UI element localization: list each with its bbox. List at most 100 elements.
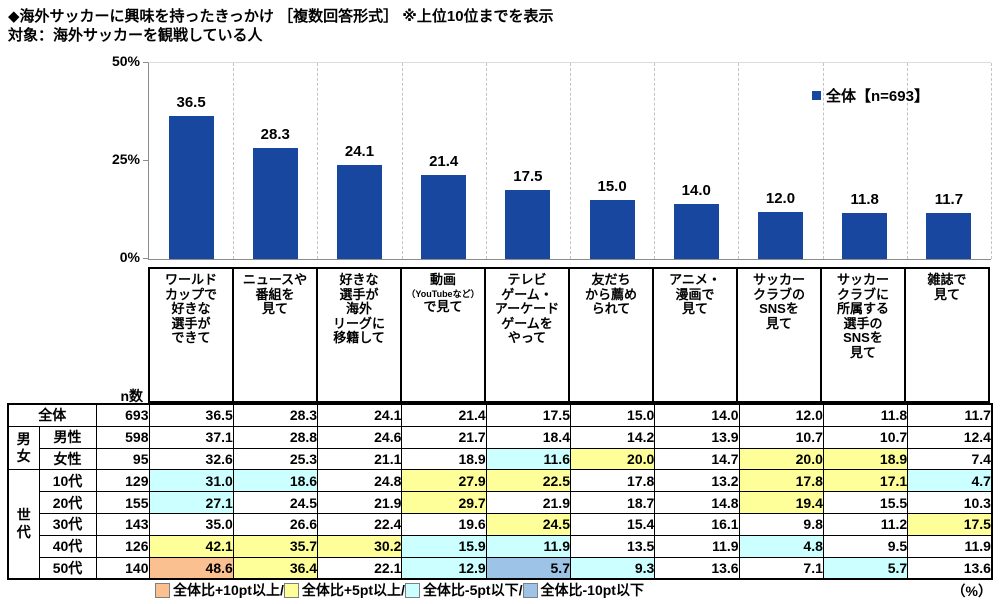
category-label-line: 見て [849, 344, 876, 360]
bar [168, 115, 214, 259]
row-label: 男性 [38, 425, 97, 449]
table-cell: 15.4 [569, 512, 656, 536]
table-cell: 13.6 [907, 556, 993, 580]
table-cell: 22.4 [317, 512, 403, 536]
table-cell: 20.0 [738, 447, 824, 471]
category-label-line: 雑誌で [927, 272, 967, 287]
table-cell: 4.7 [907, 469, 993, 493]
table-cell: 18.7 [569, 491, 656, 514]
table-cell: 7.4 [907, 447, 993, 471]
category-label: サッカー クラブに 所属する 選手の SNSを 見て [820, 267, 906, 403]
percent-unit-label: （%） [951, 583, 992, 599]
highlight-swatch-icon [155, 582, 170, 598]
table-cell: 18.6 [232, 469, 319, 493]
table-cell: 18.4 [485, 425, 571, 449]
category-label-line: カップで [164, 286, 217, 302]
row-label: 10代 [38, 469, 97, 493]
breakdown-table: 全体 693 36.5 28.3 24.1 21.4 17.5 15.0 14.0 12.0 11.… [7, 403, 993, 581]
category-label-line: クラブの [752, 286, 805, 302]
category-label-line: 漫画で [675, 286, 715, 302]
table-cell: 11.9 [654, 534, 740, 558]
row-n-count: 129 [95, 469, 150, 493]
bar [926, 213, 972, 259]
table-cell: 19.6 [401, 512, 487, 536]
table-cell: 35.7 [232, 534, 319, 558]
table-cell: 14.0 [654, 403, 740, 427]
row-group-label: 世代 [7, 469, 40, 580]
category-label-line: SNSを [759, 301, 799, 317]
table-cell: 24.1 [317, 403, 403, 427]
table-cell: 22.1 [317, 556, 403, 580]
highlight-legend: 全体比+10pt以上/全体比+5pt以上/全体比-5pt以下/全体比-10pt以… [155, 580, 644, 600]
table-cell: 21.4 [401, 403, 487, 427]
table-cell: 12.4 [907, 425, 993, 449]
table-cell: 21.1 [317, 447, 403, 471]
category-label-line: から薦め [584, 286, 637, 302]
gridline [317, 63, 319, 259]
highlight-swatch-icon [283, 582, 299, 598]
category-label: ニュースや 番組を 見て [232, 267, 318, 403]
category-label-line: テレビ [507, 272, 547, 287]
category-label-line: ワールド [164, 272, 217, 287]
bar [252, 148, 298, 259]
table-cell: 13.5 [569, 534, 656, 558]
category-label-line: 見て [681, 301, 708, 317]
table-cell: 9.8 [738, 512, 824, 536]
table-cell: 21.9 [317, 491, 403, 514]
gridline [233, 63, 235, 259]
y-axis-tick-label: 25% [111, 151, 140, 167]
table-cell: 24.5 [232, 491, 319, 514]
y-axis-tick-label: 0% [119, 249, 140, 265]
category-label-line: ニュースや [242, 272, 308, 287]
table-cell: 9.5 [822, 534, 909, 558]
row-n-count: 598 [95, 425, 150, 449]
category-label-line: ゲームを [501, 315, 553, 331]
row-group-label: 男女 [7, 425, 40, 471]
category-label-line: クラブに [836, 286, 889, 302]
table-cell: 12.0 [738, 403, 824, 427]
table-row: 全体 693 36.5 28.3 24.1 21.4 17.5 15.0 14.0 12.0 11.… [7, 403, 993, 427]
table-cell: 15.5 [822, 491, 909, 514]
row-n-count: 143 [95, 512, 150, 536]
bar [673, 204, 719, 259]
row-n-count: 140 [95, 556, 150, 580]
table-cell: 16.1 [654, 512, 740, 536]
bar-value-label: 11.8 [850, 190, 879, 208]
gridline [822, 63, 824, 259]
chart-legend: 全体【n=693】 [812, 85, 929, 106]
table-cell: 32.6 [148, 447, 234, 471]
table-cell: 37.1 [148, 425, 234, 449]
table-cell: 5.7 [822, 556, 909, 580]
chart-subtitle: 対象：海外サッカーを観戦している人 [8, 27, 263, 44]
category-label-line: られて [591, 301, 631, 317]
highlight-swatch-icon [404, 582, 420, 598]
table-cell: 36.4 [232, 556, 319, 580]
category-label-line: 見て [933, 286, 960, 302]
gridline [991, 63, 992, 259]
category-label-line: 見て [765, 315, 792, 331]
table-cell: 29.7 [401, 491, 487, 514]
table-row: 20代 155 27.1 24.5 21.9 29.7 21.9 18.7 14.8 19.4 15… [8, 491, 993, 514]
category-label: 動画 （YouTubeなど） で見て [400, 267, 486, 403]
bar [842, 212, 888, 259]
table-cell: 7.1 [738, 556, 824, 580]
y-axis-tick-mark [143, 160, 148, 161]
bar-value-label: 14.0 [681, 182, 711, 200]
table-cell: 24.5 [485, 512, 571, 536]
table-cell: 28.3 [232, 403, 319, 427]
category-label-line: サッカー [752, 272, 805, 287]
category-label-line: ゲーム・ [501, 286, 553, 302]
row-n-count: 155 [95, 491, 150, 514]
row-n-count: 95 [95, 447, 150, 471]
table-cell: 17.5 [485, 403, 571, 427]
table-row: 女性 95 32.6 25.3 21.1 18.9 11.6 20.0 14.7 20.0 18.9… [8, 447, 993, 471]
highlight-legend-label: 全体比-10pt以下 [540, 582, 644, 598]
table-cell: 11.7 [907, 403, 993, 427]
table-cell: 4.8 [738, 534, 824, 558]
category-label-line: 海外 [345, 301, 372, 317]
table-row: 40代 126 42.1 35.7 30.2 15.9 11.9 13.5 11.9 4.8 9.5… [8, 534, 993, 558]
table-cell: 13.9 [654, 425, 740, 449]
table-cell: 14.7 [654, 447, 740, 471]
table-cell: 18.9 [822, 447, 909, 471]
row-n-count: 693 [95, 403, 150, 427]
